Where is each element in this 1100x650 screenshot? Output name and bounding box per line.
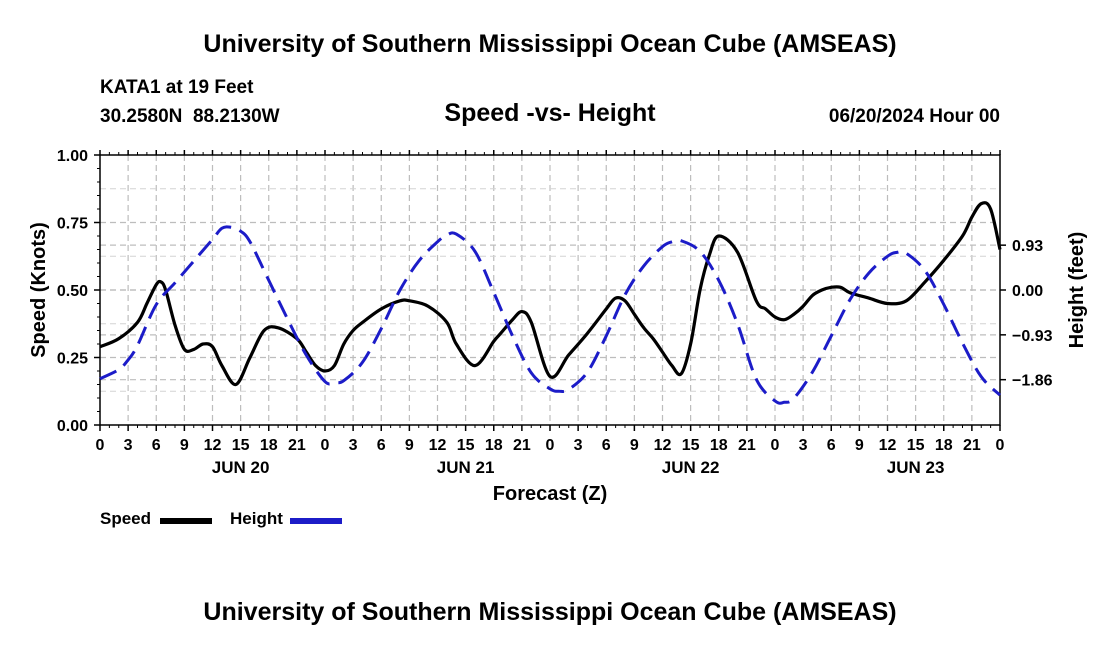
x-tick-label: 15 <box>907 437 925 454</box>
x-tick-label: 3 <box>349 437 358 454</box>
chart-title: Speed -vs- Height <box>444 99 656 127</box>
x-day-label: JUN 20 <box>212 458 270 477</box>
legend-swatch-height <box>290 518 342 524</box>
footer-title: University of Southern Mississippi Ocean… <box>203 598 897 626</box>
x-tick-label: 12 <box>429 437 447 454</box>
x-tick-label: 18 <box>485 437 503 454</box>
x-day-label: JUN 21 <box>437 458 495 477</box>
x-day-label: JUN 22 <box>662 458 720 477</box>
plot-frame <box>99 154 1001 426</box>
y-tick-label: 0.75 <box>57 216 88 233</box>
y-tick-label: 0.00 <box>57 418 88 435</box>
x-tick-label: 15 <box>457 437 475 454</box>
x-tick-label: 21 <box>513 437 531 454</box>
x-tick-label: 6 <box>152 437 161 454</box>
x-tick-label: 12 <box>204 437 222 454</box>
x-tick-label: 6 <box>602 437 611 454</box>
x-tick-label: 21 <box>738 437 756 454</box>
x-tick-label: 9 <box>405 437 414 454</box>
chart-axes: 0 3 6 9 12 15 18 21 0 3 6 9 12 15 18 21 0 3 6 9 12 15 18 21 0 3 6 9… <box>57 148 1053 477</box>
x-tick-label: 9 <box>630 437 639 454</box>
y-right-tick-label: 0.00 <box>1012 283 1043 300</box>
legend-label-height: Height <box>230 509 283 528</box>
x-tick-label: 0 <box>996 437 1005 454</box>
legend-swatch-speed <box>160 518 212 524</box>
y-right-tick-label: −1.86 <box>1012 373 1053 390</box>
x-tick-label: 12 <box>879 437 897 454</box>
x-tick-label: 9 <box>855 437 864 454</box>
y-right-tick-label: 0.93 <box>1012 238 1043 255</box>
x-tick-label: 15 <box>232 437 250 454</box>
x-tick-label: 3 <box>799 437 808 454</box>
y-axis-label-left: Speed (Knots) <box>28 222 50 358</box>
x-tick-label: 15 <box>682 437 700 454</box>
forecast-datetime: 06/20/2024 Hour 00 <box>828 106 1000 127</box>
y-axis-label-right: Height (feet) <box>1066 232 1088 349</box>
y-tick-label: 1.00 <box>57 148 88 165</box>
x-tick-label: 18 <box>260 437 278 454</box>
x-tick-label: 12 <box>654 437 672 454</box>
legend-label-speed: Speed <box>100 509 152 528</box>
x-tick-label: 21 <box>963 437 981 454</box>
chart-grid <box>100 155 1000 425</box>
x-tick-label: 6 <box>827 437 836 454</box>
series-line-speed <box>99 201 1002 387</box>
station-label: KATA1 at 19 Feet <box>100 77 254 98</box>
chart-header-title: University of Southern Mississippi Ocean… <box>203 30 897 58</box>
x-tick-label: 0 <box>771 437 780 454</box>
chart-series <box>99 201 1002 405</box>
x-tick-label: 9 <box>180 437 189 454</box>
x-tick-label: 0 <box>321 437 330 454</box>
x-axis-label: Forecast (Z) <box>493 483 607 505</box>
x-tick-label: 3 <box>574 437 583 454</box>
x-tick-label: 18 <box>935 437 953 454</box>
x-tick-label: 21 <box>288 437 306 454</box>
y-tick-label: 0.25 <box>57 351 88 368</box>
x-tick-label: 6 <box>377 437 386 454</box>
y-tick-label: 0.50 <box>57 283 88 300</box>
station-coords: 30.2580N 88.2130W <box>100 106 280 127</box>
series-line-height <box>99 225 1002 405</box>
x-day-label: JUN 23 <box>887 458 945 477</box>
x-tick-label: 0 <box>96 437 105 454</box>
x-tick-label: 0 <box>546 437 555 454</box>
x-tick-label: 18 <box>710 437 728 454</box>
x-tick-label: 3 <box>124 437 133 454</box>
y-right-tick-label: −0.93 <box>1012 328 1053 345</box>
